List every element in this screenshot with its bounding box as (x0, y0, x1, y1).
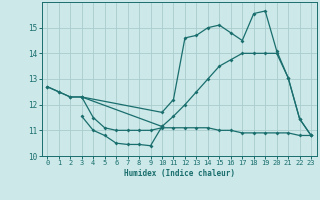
X-axis label: Humidex (Indice chaleur): Humidex (Indice chaleur) (124, 169, 235, 178)
